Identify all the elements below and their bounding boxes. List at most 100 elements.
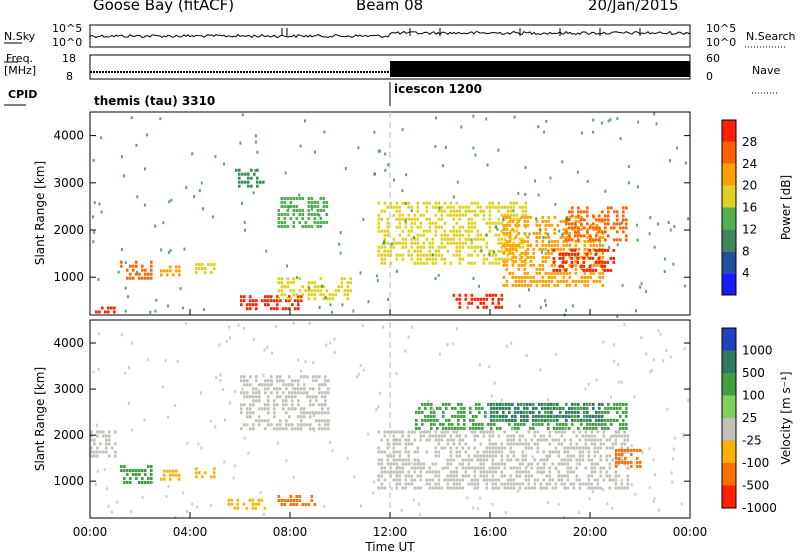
data-cell — [380, 253, 384, 257]
data-cell — [413, 221, 417, 225]
power-colorbar-tick-label: 28 — [742, 135, 757, 149]
noise-cell — [375, 408, 378, 412]
data-cell — [538, 231, 542, 235]
data-cell — [310, 225, 314, 228]
data-cell — [252, 391, 255, 395]
noise-cell — [466, 496, 469, 500]
noise-cell — [292, 475, 295, 479]
data-cell — [526, 243, 530, 247]
beam-title: Beam 08 — [356, 0, 424, 14]
data-cell — [586, 235, 590, 239]
data-cell — [292, 503, 296, 506]
data-cell — [482, 297, 486, 301]
data-cell — [574, 279, 578, 283]
data-cell — [509, 474, 513, 478]
data-cell — [298, 213, 302, 216]
data-cell — [625, 414, 628, 418]
data-cell — [569, 482, 573, 486]
data-cell — [288, 299, 291, 303]
data-cell — [303, 391, 306, 395]
data-cell — [479, 301, 483, 305]
velocity-colorbar-tick-label: 500 — [742, 366, 765, 380]
data-cell — [458, 237, 462, 241]
noise-cell — [687, 217, 690, 221]
data-cell — [280, 205, 284, 208]
data-cell — [270, 307, 273, 311]
noise-cell — [479, 496, 482, 500]
data-cell — [553, 215, 557, 219]
data-cell — [598, 414, 601, 418]
data-cell — [505, 215, 509, 219]
data-cell — [467, 221, 471, 225]
data-cell — [282, 399, 285, 403]
data-cell — [150, 477, 153, 480]
noise-cell — [167, 250, 170, 254]
data-cell — [617, 458, 621, 462]
data-cell — [506, 438, 510, 442]
data-cell — [289, 503, 293, 506]
data-cell — [589, 414, 592, 418]
data-cell — [430, 402, 433, 406]
noise-cell — [609, 118, 612, 122]
data-cell — [422, 434, 426, 438]
data-cell — [580, 418, 583, 422]
data-cell — [497, 297, 501, 301]
data-cell — [550, 418, 553, 422]
nave-lo-label: 0 — [706, 70, 713, 83]
data-cell — [524, 474, 528, 478]
data-cell — [587, 438, 591, 442]
data-cell — [250, 184, 253, 188]
data-cell — [577, 426, 580, 430]
data-cell — [511, 414, 514, 418]
data-cell — [548, 474, 552, 478]
data-cell — [551, 478, 555, 482]
x-tick-label: 12:00 — [373, 525, 408, 539]
data-cell — [437, 253, 441, 257]
data-cell — [586, 239, 590, 243]
data-cell — [401, 462, 405, 466]
data-cell — [461, 213, 465, 217]
data-cell — [623, 434, 627, 438]
data-cell — [386, 442, 390, 446]
noise-cell — [621, 221, 624, 225]
data-cell — [535, 239, 539, 243]
data-cell — [541, 239, 545, 243]
data-cell — [509, 209, 513, 213]
data-cell — [319, 221, 323, 224]
data-cell — [240, 411, 243, 415]
data-cell — [386, 458, 390, 462]
data-cell — [503, 245, 507, 249]
data-cell — [613, 238, 616, 242]
data-cell — [544, 219, 548, 223]
noise-cell — [165, 495, 168, 498]
data-cell — [292, 221, 296, 224]
data-cell — [389, 470, 393, 474]
data-cell — [386, 233, 390, 237]
data-cell — [280, 197, 284, 200]
data-cell — [443, 466, 447, 470]
data-cell — [603, 248, 607, 252]
velocity-colorbar-frame — [721, 327, 737, 509]
data-cell — [291, 403, 294, 407]
data-cell — [475, 422, 478, 426]
data-cell — [309, 403, 312, 407]
data-cell — [392, 450, 396, 454]
data-cell — [346, 297, 350, 301]
data-cell — [556, 283, 560, 287]
data-cell — [144, 473, 147, 476]
data-cell — [541, 259, 545, 263]
data-cell — [542, 470, 546, 474]
power-colorbar-segment — [722, 141, 736, 164]
data-cell — [493, 406, 496, 410]
data-cell — [419, 257, 423, 261]
noise-cell — [314, 150, 316, 154]
data-cell — [434, 229, 438, 233]
data-cell — [132, 473, 135, 476]
data-cell — [273, 387, 276, 391]
data-cell — [249, 375, 252, 379]
data-cell — [150, 481, 153, 484]
data-cell — [150, 268, 153, 272]
data-cell — [485, 450, 489, 454]
data-cell — [595, 243, 599, 247]
data-cell — [624, 448, 627, 452]
